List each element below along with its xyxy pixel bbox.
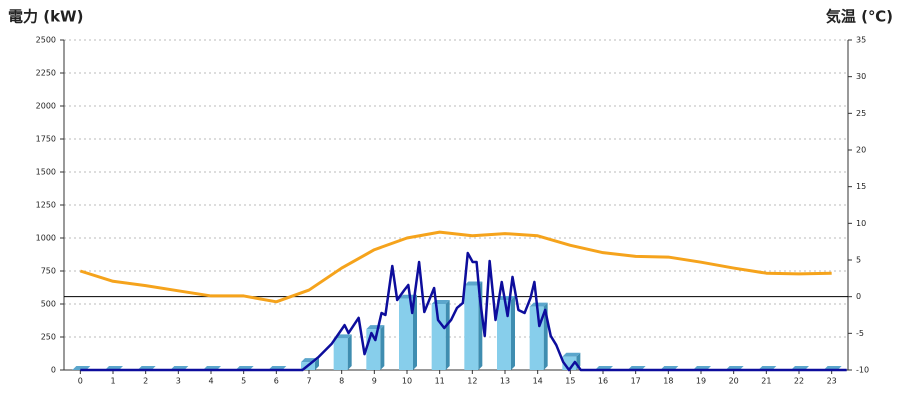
line-series xyxy=(80,251,847,372)
bar-side xyxy=(511,296,515,370)
x-tick-label: 23 xyxy=(827,377,837,386)
y-axis-title: 電力 (kW) xyxy=(8,8,83,26)
bar xyxy=(333,334,352,370)
bar-side xyxy=(413,294,417,370)
line-series xyxy=(79,230,832,304)
bar-front xyxy=(464,285,479,370)
y2-tick-label: 0 xyxy=(856,292,861,301)
y2-tick-label: -10 xyxy=(856,366,869,375)
x-tick-label: 1 xyxy=(110,377,115,386)
y2-tick-label: 35 xyxy=(856,36,866,45)
y-tick-label: 1750 xyxy=(36,135,56,144)
y-tick-label: 750 xyxy=(41,267,56,276)
bar-top xyxy=(562,352,581,357)
x-tick-label: 3 xyxy=(176,377,181,386)
x-tick-label: 20 xyxy=(729,377,739,386)
bar-top xyxy=(366,325,385,330)
y-tick-label: 0 xyxy=(51,366,56,375)
bar-front xyxy=(333,338,348,370)
y-tick-label: 500 xyxy=(41,300,56,309)
y-tick-label: 2000 xyxy=(36,102,56,111)
bar-side xyxy=(445,300,450,370)
y-tick-label: 2250 xyxy=(36,69,56,78)
x-tick-label: 19 xyxy=(696,377,706,386)
bar-front xyxy=(497,300,511,370)
y2-axis-title: 気温 (℃) xyxy=(826,8,893,26)
x-tick-label: 17 xyxy=(631,377,641,386)
bar-side xyxy=(347,334,352,370)
bar-front xyxy=(431,304,446,370)
x-tick-label: 18 xyxy=(663,377,673,386)
bar-front xyxy=(529,306,544,370)
x-tick-label: 8 xyxy=(339,377,344,386)
x-tick-label: 6 xyxy=(274,377,279,386)
y-tick-label: 250 xyxy=(41,333,56,342)
bar-front xyxy=(399,298,413,370)
y2-tick-label: 15 xyxy=(856,182,866,191)
x-tick-label: 4 xyxy=(208,377,213,386)
x-tick-label: 7 xyxy=(306,377,311,386)
y-tick-label: 1250 xyxy=(36,201,56,210)
x-tick-label: 21 xyxy=(761,377,771,386)
x-tick-label: 10 xyxy=(402,377,412,386)
x-tick-label: 22 xyxy=(794,377,804,386)
bar-side xyxy=(380,325,385,370)
bar-top xyxy=(529,302,548,307)
bar xyxy=(399,294,417,370)
x-tick-label: 16 xyxy=(598,377,608,386)
y2-tick-label: -5 xyxy=(856,329,864,338)
y2-tick-label: 5 xyxy=(856,256,861,265)
bar xyxy=(431,300,450,370)
y-tick-label: 2500 xyxy=(36,36,56,45)
bar-top xyxy=(399,294,417,299)
y2-tick-label: 30 xyxy=(856,72,866,81)
y-tick-label: 1500 xyxy=(36,168,56,177)
y2-tick-label: 20 xyxy=(856,146,866,155)
y2-tick-label: 10 xyxy=(856,219,866,228)
y2-tick-label: 25 xyxy=(856,109,866,118)
x-tick-label: 0 xyxy=(78,377,83,386)
x-tick-label: 12 xyxy=(467,377,477,386)
x-tick-label: 14 xyxy=(533,377,543,386)
bar-side xyxy=(315,358,319,370)
y-tick-label: 1000 xyxy=(36,234,56,243)
x-tick-label: 11 xyxy=(435,377,445,386)
x-tick-label: 9 xyxy=(372,377,377,386)
bar xyxy=(366,325,385,370)
x-tick-label: 2 xyxy=(143,377,148,386)
bar xyxy=(497,296,515,370)
x-tick-label: 5 xyxy=(241,377,246,386)
x-tick-label: 13 xyxy=(500,377,510,386)
x-tick-label: 15 xyxy=(565,377,575,386)
